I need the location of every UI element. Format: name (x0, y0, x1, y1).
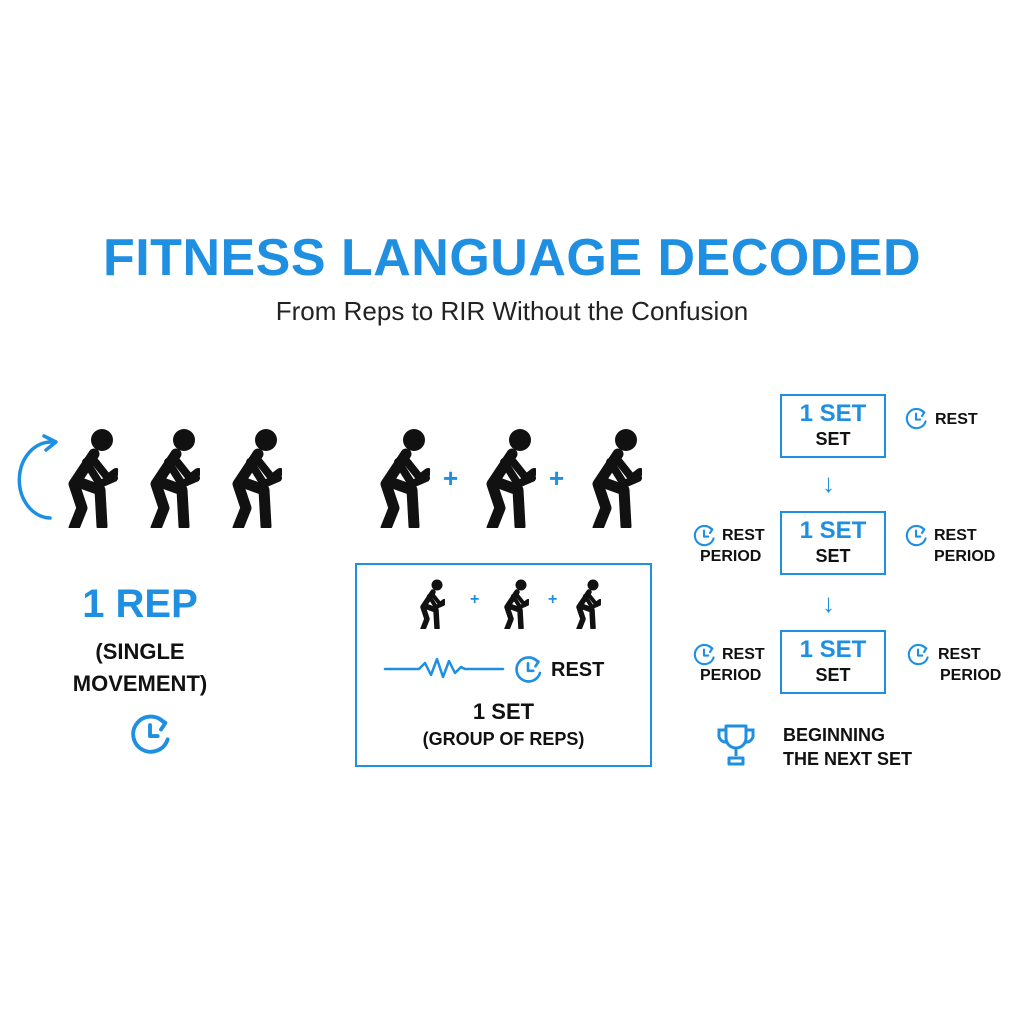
rest-label: REST (722, 646, 765, 663)
next-set-label: BEGINNING THE NEXT SET (783, 723, 963, 771)
rest-period-label: REST PERIOD (934, 525, 995, 567)
rest-period-label: REST PERIOD (700, 525, 765, 567)
trophy-icon (717, 724, 755, 766)
page-title: FITNESS LANGUAGE DECODED (102, 229, 922, 287)
clock-icon (906, 643, 930, 667)
squat-figure-icon (370, 428, 430, 528)
flow-set-small-label: SET (815, 665, 851, 685)
clock-icon (128, 713, 172, 757)
squat-figure-icon (582, 428, 642, 528)
plus-sign: + (549, 463, 565, 493)
set-title: 1 SET (472, 699, 535, 724)
rest-period-label: REST PERIOD (938, 644, 1001, 686)
rep-subtitle-line2: MOVEMENT) (72, 671, 208, 696)
rest-label: REST (938, 646, 981, 663)
squat-figure-icon (140, 428, 200, 528)
period-label: PERIOD (934, 548, 996, 565)
clock-icon (904, 524, 928, 548)
plus-sign: + (548, 591, 558, 608)
flow-set-small-label: SET (815, 429, 851, 449)
plus-sign: + (443, 463, 459, 493)
rest-period-label: REST PERIOD (700, 644, 765, 686)
period-label: PERIOD (700, 667, 762, 684)
rest-label: REST (935, 411, 978, 428)
clock-icon (513, 655, 543, 685)
flow-set-big-label: 1 SET (799, 400, 867, 427)
down-arrow-icon: ↓ (822, 588, 835, 618)
next-set-line1: BEGINNING (783, 725, 886, 745)
set-box: + + REST 1 SET (GROUP OF REPS) (355, 563, 652, 767)
rest-label: REST (551, 659, 605, 681)
squat-figure-icon (571, 579, 601, 629)
flow-set-big-label: 1 SET (799, 636, 867, 663)
flow-set-box: 1 SET SET (780, 394, 886, 458)
page-subtitle: From Reps to RIR Without the Confusion (275, 296, 749, 326)
squat-figure-icon (415, 579, 445, 629)
squat-figure-icon (222, 428, 282, 528)
flow-set-box: 1 SET SET (780, 511, 886, 575)
plus-sign: + (470, 591, 480, 608)
squat-figure-icon (499, 579, 529, 629)
flow-set-box: 1 SET SET (780, 630, 886, 694)
rep-subtitle-line1: (SINGLE (95, 639, 185, 664)
rest-label: REST (934, 527, 977, 544)
curved-arrow-icon (17, 434, 58, 520)
clock-icon (904, 407, 928, 431)
next-set-line2: THE NEXT SET (783, 749, 913, 769)
wave-line-icon (383, 657, 505, 679)
flow-set-big-label: 1 SET (799, 517, 867, 544)
rep-title: 1 REP (82, 582, 198, 626)
squat-figure-icon (58, 428, 118, 528)
rest-label: REST (722, 527, 765, 544)
squat-figure-icon (476, 428, 536, 528)
period-label: PERIOD (700, 548, 762, 565)
down-arrow-icon: ↓ (822, 468, 835, 498)
period-label: PERIOD (940, 667, 1002, 684)
set-subtitle: (GROUP OF REPS) (422, 729, 585, 749)
rep-subtitle: (SINGLE MOVEMENT) (30, 636, 250, 700)
flow-set-small-label: SET (815, 546, 851, 566)
